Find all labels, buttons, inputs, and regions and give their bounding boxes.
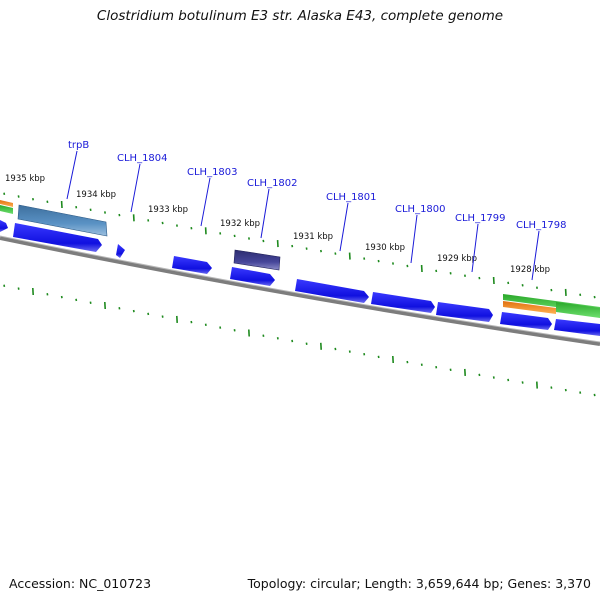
feature-green [0, 205, 13, 214]
gene-CLH_1801[interactable] [295, 279, 369, 303]
gene-CLH_1804[interactable] [13, 223, 102, 252]
tick-label: 1932 kbp [220, 219, 260, 229]
gene-label-trpB: trpB [68, 140, 89, 151]
gene-arrow[interactable] [116, 244, 125, 258]
genome-summary-text: Topology: circular; Length: 3,659,644 bp… [247, 576, 591, 591]
gene-label-CLH_1800: CLH_1800 [395, 204, 446, 215]
accession-text: Accession: NC_010723 [9, 576, 152, 591]
feature-green [556, 302, 600, 318]
gene-label-CLH_1798: CLH_1798 [516, 220, 567, 231]
tick-label: 1934 kbp [76, 190, 116, 200]
tick-track-lower [3, 284, 596, 397]
gene-CLH_1802[interactable] [233, 249, 281, 271]
gene-label-CLH_1804: CLH_1804 [117, 153, 168, 164]
tick-label: 1930 kbp [365, 243, 405, 253]
genome-backbone-highlight [0, 235, 600, 343]
gene-label-CLH_1801: CLH_1801 [326, 192, 377, 203]
gene-label-CLH_1803: CLH_1803 [187, 167, 238, 178]
gene-arrow[interactable] [230, 267, 275, 286]
gene-label-CLH_1802: CLH_1802 [247, 178, 298, 189]
label-leaders [66, 150, 540, 281]
feature-orange [0, 200, 13, 207]
genome-backbone [0, 236, 600, 346]
gene-arrow[interactable] [0, 220, 8, 232]
gene-label-CLH_1799: CLH_1799 [455, 213, 506, 224]
feature-orange [503, 301, 556, 314]
gene-CLH_1803[interactable] [172, 256, 212, 274]
tick-label: 1929 kbp [437, 254, 477, 264]
gene-arrow[interactable] [554, 319, 600, 336]
map-title: Clostridium botulinum E3 str. Alaska E43… [96, 8, 504, 24]
gene-CLH_1800[interactable] [371, 292, 435, 313]
tick-label: 1928 kbp [510, 265, 550, 275]
gene-CLH_1799[interactable] [436, 302, 493, 322]
gene-trpB[interactable] [17, 204, 108, 237]
gene-CLH_1798[interactable] [500, 312, 552, 330]
tick-track-upper [3, 192, 596, 299]
tick-label: 1933 kbp [148, 205, 188, 215]
tick-label: 1931 kbp [293, 232, 333, 242]
tick-label: 1935 kbp [5, 174, 45, 184]
